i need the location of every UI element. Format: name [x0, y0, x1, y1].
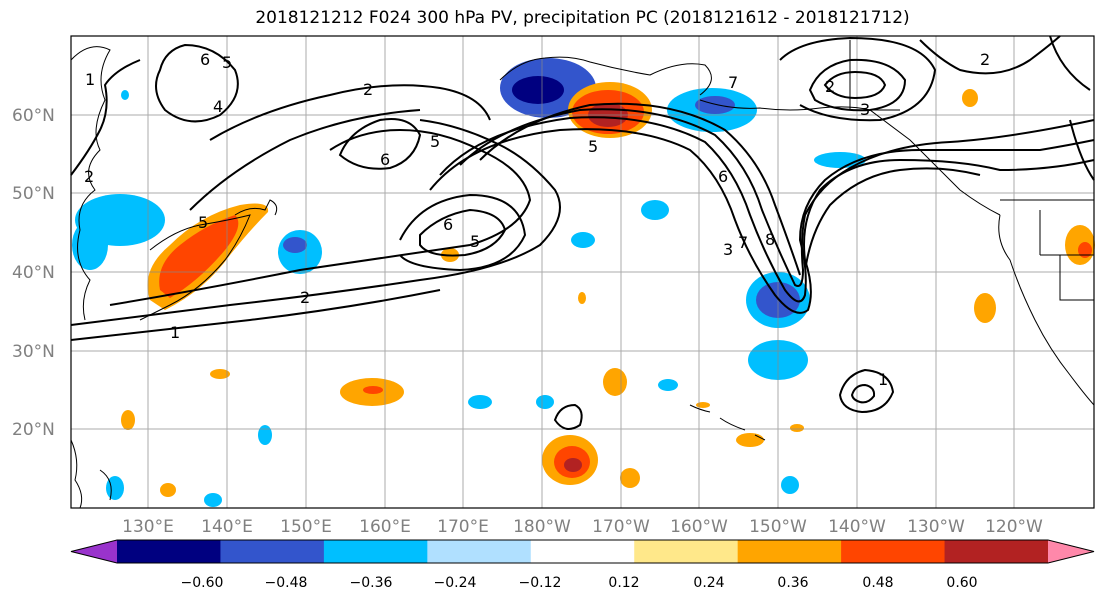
- colorbar-tick-label: −0.36: [350, 575, 393, 591]
- contour-labels: 1 2 2 2 3 4 5 5 5 6 6 6 7 7 8 1 1 2 5 6 …: [84, 50, 990, 389]
- contour-label: 1: [878, 370, 888, 389]
- colorbar-segment: [634, 540, 739, 563]
- colorbar-tick-label: 0.36: [777, 575, 808, 591]
- lon-label: 170°W: [592, 517, 650, 537]
- lon-label: 150°E: [280, 517, 332, 537]
- contour-label: 5: [198, 213, 208, 232]
- contour-label: 7: [728, 73, 738, 92]
- lon-label: 170°E: [437, 517, 489, 537]
- colorbar-tick-label: 0.48: [862, 575, 893, 591]
- colorbar-tick-label: −0.24: [434, 575, 477, 591]
- contour-label: 2: [825, 77, 835, 96]
- contour-label: 2: [84, 167, 94, 186]
- pv-contours: [70, 35, 1095, 430]
- colorbar-tick-label: 0.12: [608, 575, 639, 591]
- colorbar-segment: [737, 540, 842, 563]
- contour-label: 3: [860, 100, 870, 119]
- colorbar-tick-label: −0.12: [519, 575, 562, 591]
- colorbar-segment: [117, 540, 221, 563]
- contour-label: 8: [765, 230, 775, 249]
- colorbar-extend-right: [1048, 540, 1094, 563]
- colorbar: [70, 539, 1095, 564]
- contour-label: 6: [200, 50, 210, 69]
- colorbar-segment: [841, 540, 946, 563]
- colorbar-tick-label: 0.60: [946, 575, 977, 591]
- contour-label: 2: [980, 50, 990, 69]
- coastlines: [70, 40, 1095, 509]
- contour-label: 7: [738, 233, 748, 252]
- lon-label: 130°W: [907, 517, 965, 537]
- colorbar-extend-left: [71, 540, 117, 563]
- lat-label: 20°N: [12, 420, 55, 440]
- lon-label: 180°W: [513, 517, 571, 537]
- lon-label: 160°E: [359, 517, 411, 537]
- contour-label: 2: [300, 288, 310, 307]
- lon-label: 130°E: [122, 517, 174, 537]
- map-frame: [70, 35, 1095, 509]
- colorbar-segment: [530, 540, 635, 563]
- contour-label: 6: [380, 150, 390, 169]
- colorbar-tick-label: 0.24: [693, 575, 724, 591]
- contour-label: 5: [470, 232, 480, 251]
- colorbar-segment: [427, 540, 532, 563]
- lon-label: 150°W: [749, 517, 807, 537]
- colorbar-segment: [220, 540, 325, 563]
- longitude-labels: 130°E 140°E 150°E 160°E 170°E 180°W 170°…: [122, 517, 1043, 537]
- contour-label: 6: [718, 167, 728, 186]
- lat-label: 40°N: [12, 263, 55, 283]
- precip-shading: [72, 58, 1095, 507]
- colorbar-ticks: −0.60 −0.48 −0.36 −0.24 −0.12 0.12 0.24 …: [181, 575, 978, 591]
- contour-label: 6: [443, 215, 453, 234]
- contour-label: 1: [170, 323, 180, 342]
- colorbar-outline: [70, 539, 1095, 564]
- chart-title: 2018121212 F024 300 hPa PV, precipitatio…: [255, 8, 910, 28]
- lat-label: 30°N: [12, 342, 55, 362]
- colorbar-tick-label: −0.48: [265, 575, 308, 591]
- lon-label: 140°E: [201, 517, 253, 537]
- lon-label: 120°W: [985, 517, 1043, 537]
- lon-label: 140°W: [828, 517, 886, 537]
- contour-label: 5: [222, 53, 232, 72]
- lat-label: 60°N: [12, 106, 55, 126]
- latitude-labels: 60°N 50°N 40°N 30°N 20°N: [12, 106, 55, 440]
- contour-label: 3: [723, 240, 733, 259]
- lat-label: 50°N: [12, 184, 55, 204]
- contour-label: 1: [85, 70, 95, 89]
- colorbar-segment: [944, 540, 1049, 563]
- colorbar-tick-label: −0.60: [181, 575, 224, 591]
- contour-label: 5: [430, 132, 440, 151]
- colorbar-segment: [323, 540, 428, 563]
- lon-label: 160°W: [670, 517, 728, 537]
- contour-label: 5: [588, 137, 598, 156]
- contour-label: 2: [363, 80, 373, 99]
- contour-label: 4: [213, 97, 223, 116]
